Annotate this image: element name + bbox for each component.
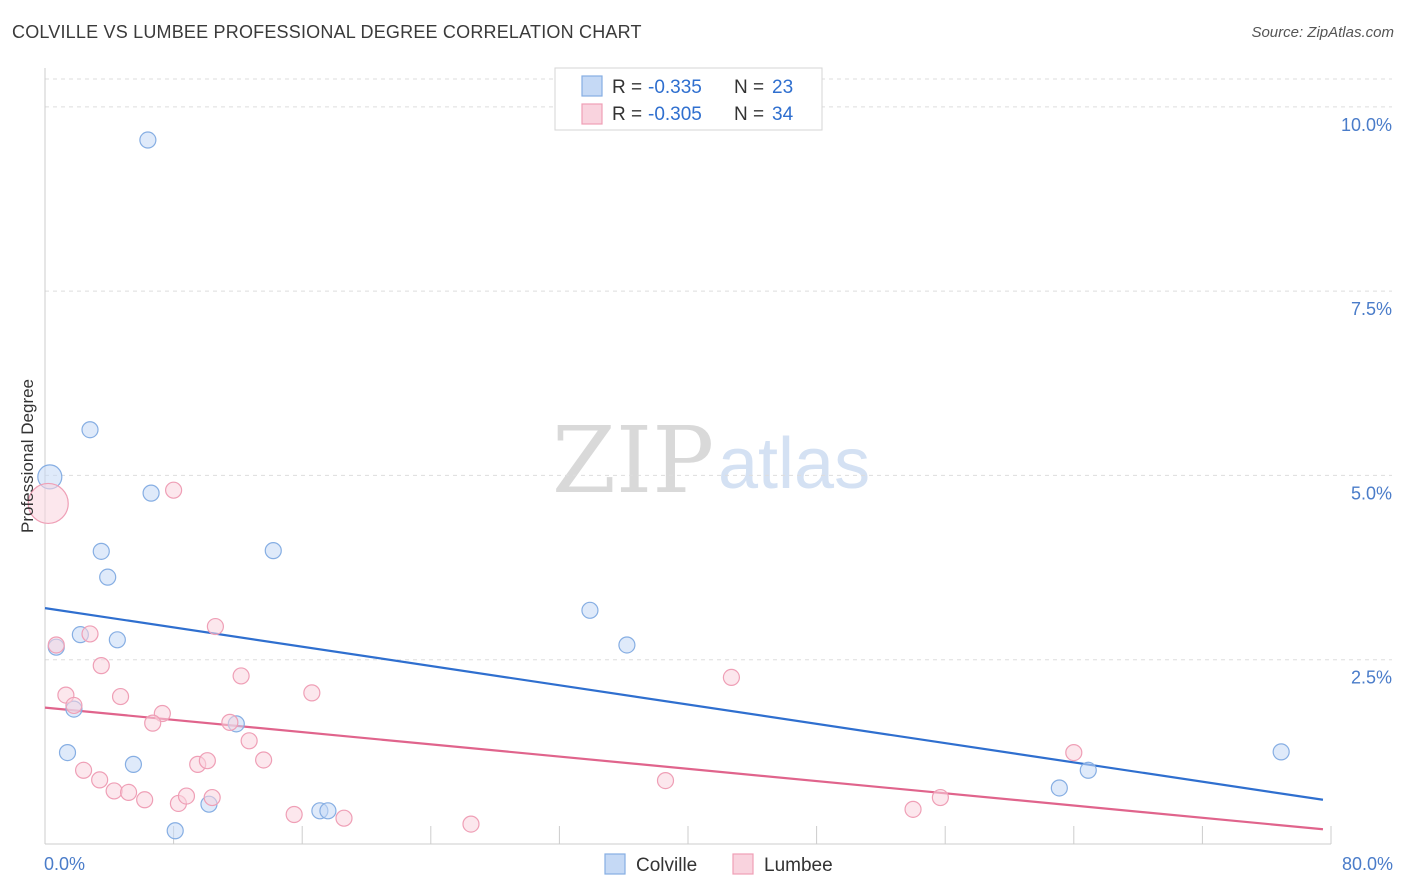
point-colville xyxy=(99,568,117,586)
watermark-zip: ZIP xyxy=(552,407,714,514)
legend-r-value-lumbee: -0.305 xyxy=(648,104,702,125)
grid-lines xyxy=(45,78,1392,661)
point-lumbee xyxy=(105,782,123,800)
point-lumbee xyxy=(144,714,162,732)
point-lumbee xyxy=(1065,743,1083,762)
point-colville xyxy=(124,755,143,773)
point-lumbee xyxy=(136,791,154,809)
y-tick-label: 5.0% xyxy=(1351,483,1392,503)
point-lumbee xyxy=(240,732,258,750)
point-colville xyxy=(1272,743,1290,761)
point-lumbee xyxy=(931,788,949,807)
data-points xyxy=(27,131,1290,840)
point-colville xyxy=(58,743,77,762)
legend-n-value-colville: 23 xyxy=(772,77,793,98)
y-axis-label: Professional Degree xyxy=(18,379,37,533)
point-colville xyxy=(81,421,99,439)
point-lumbee xyxy=(27,482,69,525)
point-lumbee xyxy=(74,761,93,779)
point-colville xyxy=(142,484,160,502)
watermark-atlas: atlas xyxy=(718,424,870,504)
trend-lines xyxy=(44,607,1324,831)
point-lumbee xyxy=(119,783,138,802)
point-colville xyxy=(1050,779,1068,797)
point-lumbee xyxy=(111,687,130,706)
point-lumbee xyxy=(303,684,321,702)
y-tick-label: 7.5% xyxy=(1351,299,1392,319)
legend-r-label-lumbee: R = xyxy=(612,104,642,125)
point-colville xyxy=(319,802,337,820)
point-lumbee xyxy=(462,815,480,833)
point-lumbee xyxy=(92,657,110,675)
legend-n-label-lumbee: N = xyxy=(734,104,764,125)
point-lumbee xyxy=(177,787,196,805)
y-tick-label: 2.5% xyxy=(1351,668,1392,688)
point-lumbee xyxy=(335,809,353,827)
x-tick-label-min: 0.0% xyxy=(44,854,85,874)
legend-swatch-colville xyxy=(581,75,603,97)
bottom-legend-lumbee: Lumbee xyxy=(764,855,833,876)
trend-line-colville xyxy=(44,607,1324,801)
point-colville xyxy=(108,631,126,649)
x-tick-label-max: 80.0% xyxy=(1342,854,1393,874)
legend-n-label-colville: N = xyxy=(734,77,764,98)
point-colville xyxy=(581,601,599,619)
tick-labels: 2.5% 5.0% 7.5% 10.0% 0.0% 80.0% xyxy=(44,115,1393,874)
point-lumbee xyxy=(722,668,741,687)
bottom-legend-colville: Colville xyxy=(636,855,697,876)
source-label: Source: ZipAtlas.com xyxy=(1251,24,1394,41)
legend-r-label-colville: R = xyxy=(612,77,642,98)
point-lumbee xyxy=(198,752,216,770)
point-lumbee xyxy=(656,772,675,790)
point-lumbee xyxy=(232,667,250,685)
point-lumbee xyxy=(206,617,224,636)
point-colville xyxy=(264,542,282,560)
legend-swatch-lumbee xyxy=(581,103,603,125)
point-lumbee xyxy=(91,771,109,789)
bottom-legend-swatch-colville xyxy=(604,853,626,875)
point-lumbee xyxy=(904,800,922,818)
point-lumbee xyxy=(221,713,239,731)
point-lumbee xyxy=(285,805,303,824)
bottom-legend-swatch-lumbee xyxy=(732,853,754,875)
chart-title: COLVILLE VS LUMBEE PROFESSIONAL DEGREE C… xyxy=(12,22,642,42)
series-legend: Colville Lumbee xyxy=(604,853,833,876)
y-tick-label: 10.0% xyxy=(1341,115,1392,135)
point-lumbee xyxy=(255,751,273,769)
trend-line-lumbee xyxy=(44,706,1324,831)
point-lumbee xyxy=(81,625,99,643)
point-lumbee xyxy=(203,788,221,807)
legend-n-value-lumbee: 34 xyxy=(772,104,794,125)
point-colville xyxy=(618,636,636,654)
correlation-legend: R = -0.335 N = 23 R = -0.305 N = 34 xyxy=(554,67,823,131)
point-lumbee xyxy=(165,481,183,499)
point-colville xyxy=(139,131,157,149)
point-colville xyxy=(166,822,184,840)
legend-r-value-colville: -0.335 xyxy=(648,77,702,98)
point-colville xyxy=(92,542,110,560)
point-lumbee xyxy=(65,696,83,715)
point-lumbee xyxy=(47,636,65,654)
axes xyxy=(44,68,1332,845)
point-colville xyxy=(1079,761,1097,779)
